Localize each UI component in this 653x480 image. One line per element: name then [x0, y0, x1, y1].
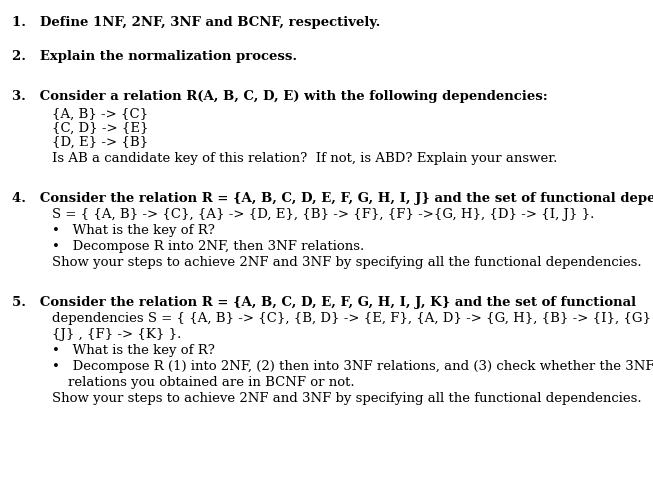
- Text: {C, D} -> {E}: {C, D} -> {E}: [52, 122, 148, 135]
- Text: 1.   Define 1NF, 2NF, 3NF and BCNF, respectively.: 1. Define 1NF, 2NF, 3NF and BCNF, respec…: [12, 16, 381, 29]
- Text: Is AB a candidate key of this relation?  If not, is ABD? Explain your answer.: Is AB a candidate key of this relation? …: [52, 152, 558, 165]
- Text: {J} , {F} -> {K} }.: {J} , {F} -> {K} }.: [52, 328, 182, 341]
- Text: 4.   Consider the relation R = {A, B, C, D, E, F, G, H, I, J} and the set of fun: 4. Consider the relation R = {A, B, C, D…: [12, 192, 653, 205]
- Text: 3.   Consider a relation R(A, B, C, D, E) with the following dependencies:: 3. Consider a relation R(A, B, C, D, E) …: [12, 90, 548, 103]
- Text: {A, B} -> {C}: {A, B} -> {C}: [52, 108, 148, 121]
- Text: 2.   Explain the normalization process.: 2. Explain the normalization process.: [12, 50, 297, 63]
- Text: dependencies S = { {A, B} -> {C}, {B, D} -> {E, F}, {A, D} -> {G, H}, {B} -> {I}: dependencies S = { {A, B} -> {C}, {B, D}…: [52, 312, 653, 325]
- Text: Show your steps to achieve 2NF and 3NF by specifying all the functional dependen: Show your steps to achieve 2NF and 3NF b…: [52, 256, 642, 269]
- Text: S = { {A, B} -> {C}, {A} -> {D, E}, {B} -> {F}, {F} ->{G, H}, {D} -> {I, J} }.: S = { {A, B} -> {C}, {A} -> {D, E}, {B} …: [52, 208, 594, 221]
- Text: Show your steps to achieve 2NF and 3NF by specifying all the functional dependen: Show your steps to achieve 2NF and 3NF b…: [52, 392, 642, 405]
- Text: •   Decompose R (1) into 2NF, (2) then into 3NF relations, and (3) check whether: • Decompose R (1) into 2NF, (2) then int…: [52, 360, 653, 373]
- Text: •   What is the key of R?: • What is the key of R?: [52, 344, 215, 357]
- Text: •   What is the key of R?: • What is the key of R?: [52, 224, 215, 237]
- Text: 5.   Consider the relation R = {A, B, C, D, E, F, G, H, I, J, K} and the set of : 5. Consider the relation R = {A, B, C, D…: [12, 296, 636, 309]
- Text: •   Decompose R into 2NF, then 3NF relations.: • Decompose R into 2NF, then 3NF relatio…: [52, 240, 364, 253]
- Text: {D, E} -> {B}: {D, E} -> {B}: [52, 136, 148, 149]
- Text: relations you obtained are in BCNF or not.: relations you obtained are in BCNF or no…: [68, 376, 355, 389]
